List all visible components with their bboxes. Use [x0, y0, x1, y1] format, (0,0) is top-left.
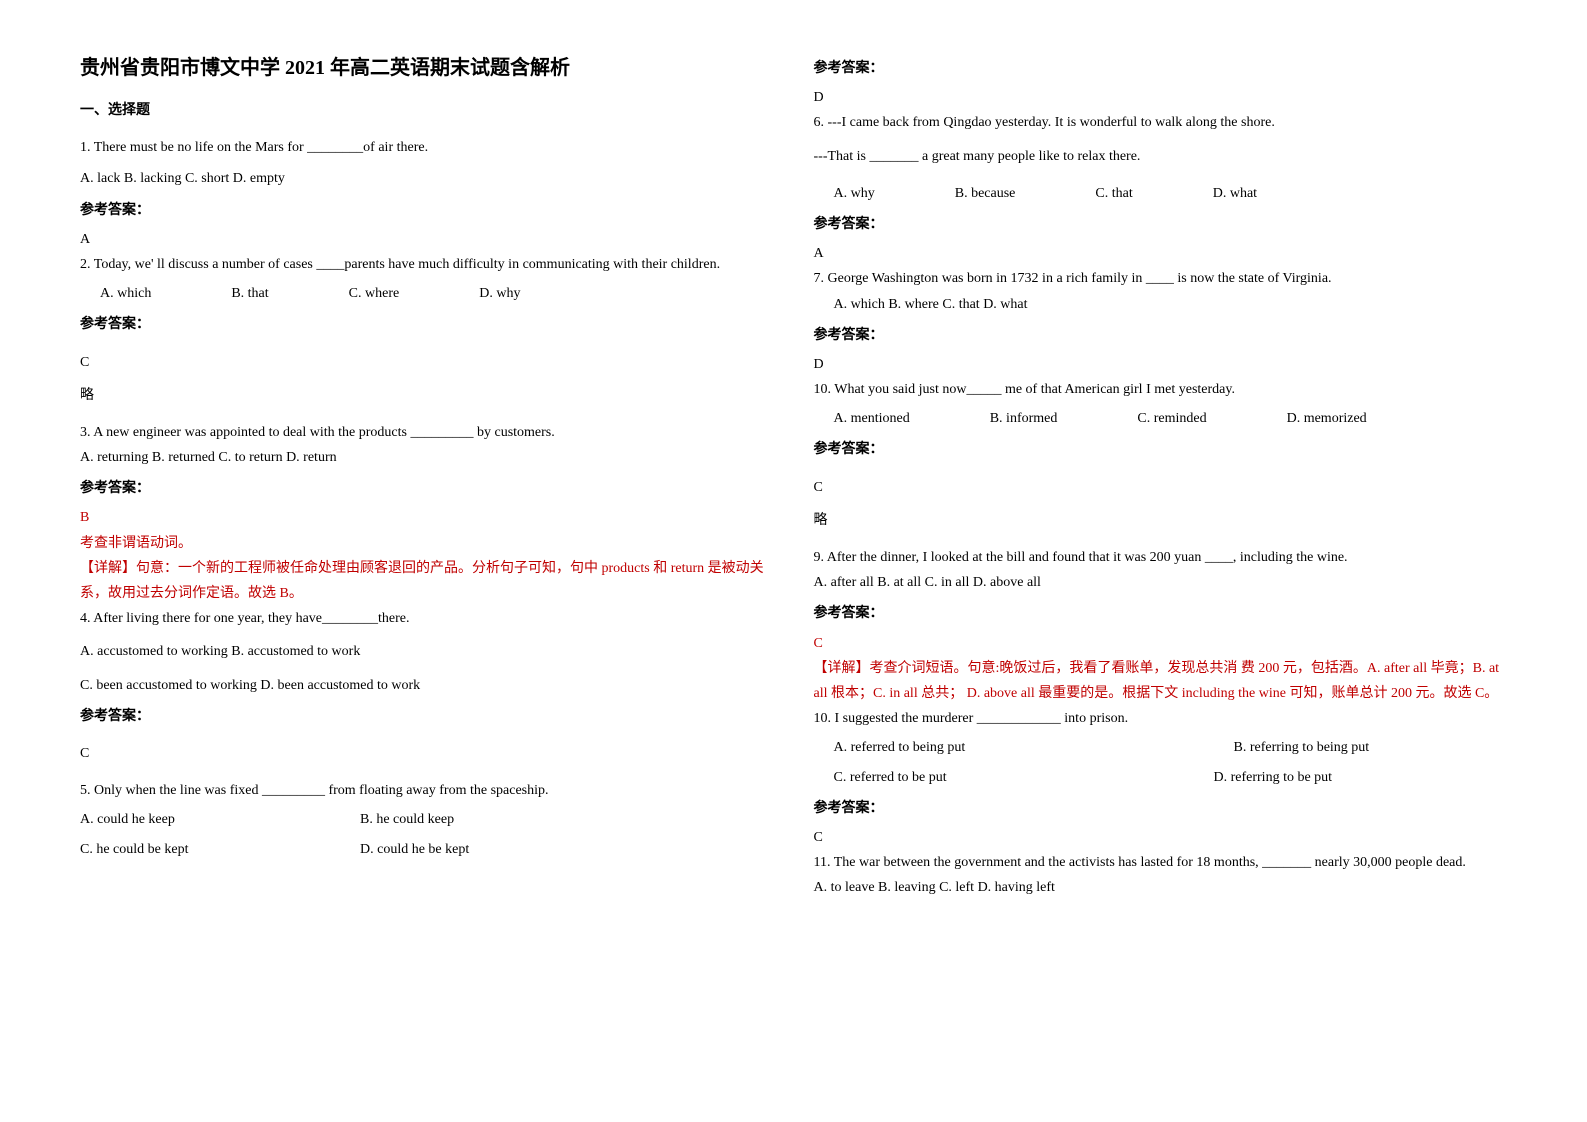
q6-text2: ---That is _______ a great many people l… — [814, 144, 1508, 169]
q8-answer: C — [814, 475, 1508, 500]
q10-text: 10. I suggested the murderer ___________… — [814, 706, 1508, 731]
q8-optB: B. informed — [990, 406, 1058, 431]
q5-text: 5. Only when the line was fixed ________… — [80, 778, 774, 803]
q5-options-row1: A. could he keep B. he could keep — [80, 807, 774, 832]
q6-optD: D. what — [1213, 181, 1257, 206]
q1-options: A. lack B. lacking C. short D. empty — [80, 166, 774, 191]
q10-answer: C — [814, 825, 1508, 850]
q6-options: A. why B. because C. that D. what — [814, 181, 1508, 206]
q7-answer-label: 参考答案： — [814, 323, 1508, 348]
q2-note: 略 — [80, 383, 774, 408]
q1-text: 1. There must be no life on the Mars for… — [80, 135, 774, 160]
q6-optA: A. why — [834, 181, 875, 206]
q7-options: A. which B. where C. that D. what — [814, 292, 1508, 317]
q3-answer: B — [80, 505, 774, 530]
q3-text: 3. A new engineer was appointed to deal … — [80, 420, 774, 445]
q2-optB: B. that — [231, 281, 268, 306]
q1-answer: A — [80, 227, 774, 252]
q8-optC: C. reminded — [1137, 406, 1206, 431]
q10-optD: D. referring to be put — [1214, 765, 1333, 790]
q2-optA: A. which — [100, 281, 151, 306]
q11-text: 11. The war between the government and t… — [814, 850, 1508, 875]
q6-answer-label: 参考答案： — [814, 212, 1508, 237]
page-title: 贵州省贵阳市博文中学 2021 年高二英语期末试题含解析 — [80, 50, 774, 86]
q5-optD: D. could he be kept — [360, 837, 469, 862]
q2-optD: D. why — [479, 281, 520, 306]
q9-answer-label: 参考答案： — [814, 601, 1508, 626]
q5-options-row2: C. he could be kept D. could he be kept — [80, 837, 774, 862]
right-column: 参考答案： D 6. ---I came back from Qingdao y… — [794, 50, 1528, 1072]
q8-optD: D. memorized — [1287, 406, 1367, 431]
q2-text: 2. Today, we' ll discuss a number of cas… — [80, 252, 774, 277]
q6-optC: C. that — [1095, 181, 1132, 206]
q6-answer: A — [814, 241, 1508, 266]
q7-answer: D — [814, 352, 1508, 377]
q5-answer: D — [814, 85, 1508, 110]
q10-optB: B. referring to being put — [1234, 735, 1370, 760]
q4-text: 4. After living there for one year, they… — [80, 606, 774, 631]
q5-optB: B. he could keep — [360, 807, 454, 832]
q5-answer-label: 参考答案： — [814, 56, 1508, 81]
left-column: 贵州省贵阳市博文中学 2021 年高二英语期末试题含解析 一、选择题 1. Th… — [60, 50, 794, 1072]
q10-optC: C. referred to be put — [834, 765, 1134, 790]
q9-text: 9. After the dinner, I looked at the bil… — [814, 545, 1508, 570]
q10-optA: A. referred to being put — [834, 735, 1154, 760]
q8-answer-label: 参考答案： — [814, 437, 1508, 462]
q9-answer: C — [814, 631, 1508, 656]
q2-options: A. which B. that C. where D. why — [80, 281, 774, 306]
q10-options-row2: C. referred to be put D. referring to be… — [814, 765, 1508, 790]
q5-optC: C. he could be kept — [80, 837, 280, 862]
q10-answer-label: 参考答案： — [814, 796, 1508, 821]
q11-options: A. to leave B. leaving C. left D. having… — [814, 875, 1508, 900]
q6-text1: 6. ---I came back from Qingdao yesterday… — [814, 110, 1508, 135]
q8-optA: A. mentioned — [834, 406, 910, 431]
q8-options: A. mentioned B. informed C. reminded D. … — [814, 406, 1508, 431]
q10-options-row1: A. referred to being put B. referring to… — [814, 735, 1508, 760]
q4-answer: C — [80, 741, 774, 766]
q2-answer: C — [80, 350, 774, 375]
q4-answer-label: 参考答案： — [80, 704, 774, 729]
q9-explanation: 【详解】考查介词短语。句意:晚饭过后，我看了看账单，发现总共消 费 200 元，… — [814, 656, 1508, 706]
q3-exp-header: 考查非谓语动词。 — [80, 531, 774, 556]
section-header: 一、选择题 — [80, 98, 774, 123]
q8-text: 10. What you said just now_____ me of th… — [814, 377, 1508, 402]
q2-answer-label: 参考答案： — [80, 312, 774, 337]
q6-optB: B. because — [955, 181, 1016, 206]
q5-optA: A. could he keep — [80, 807, 280, 832]
q3-options: A. returning B. returned C. to return D.… — [80, 445, 774, 470]
q3-answer-label: 参考答案： — [80, 476, 774, 501]
q3-explanation: 【详解】句意：一个新的工程师被任命处理由顾客退回的产品。分析句子可知，句中 pr… — [80, 556, 774, 606]
q4-optsA: A. accustomed to working B. accustomed t… — [80, 639, 774, 664]
q8-note: 略 — [814, 508, 1508, 533]
q2-optC: C. where — [349, 281, 400, 306]
q4-optsB: C. been accustomed to working D. been ac… — [80, 673, 774, 698]
q1-answer-label: 参考答案： — [80, 198, 774, 223]
q7-text: 7. George Washington was born in 1732 in… — [814, 266, 1508, 291]
q9-options: A. after all B. at all C. in all D. abov… — [814, 570, 1508, 595]
